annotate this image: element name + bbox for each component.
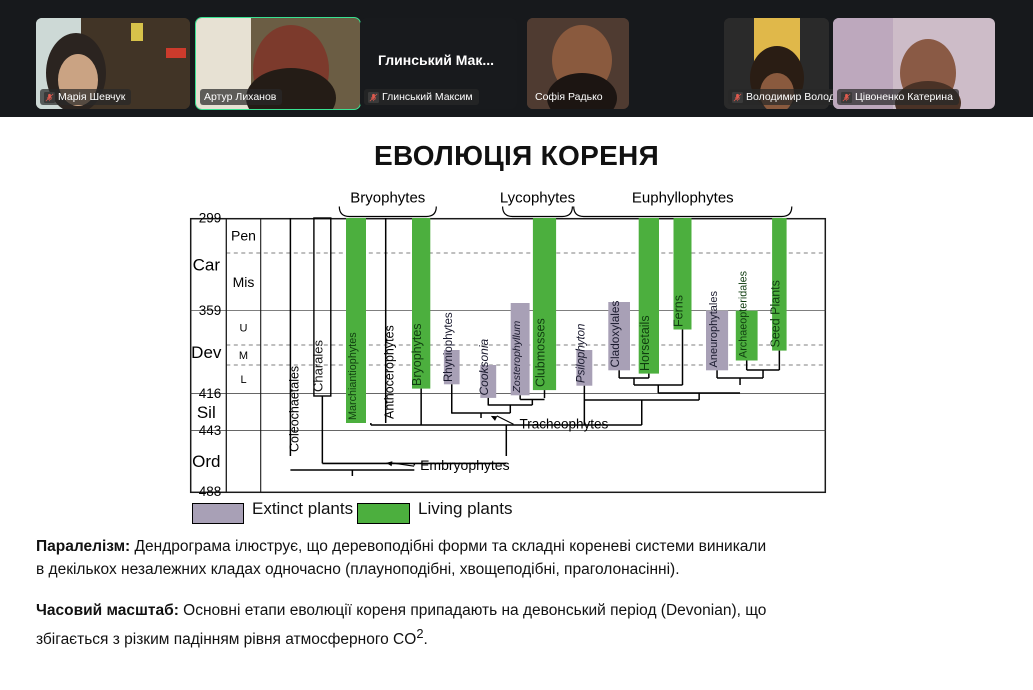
svg-text:Charales: Charales: [310, 339, 325, 392]
svg-text:Aneurophytales: Aneurophytales: [708, 291, 720, 368]
svg-text:Horsetails: Horsetails: [638, 315, 652, 371]
svg-text:Sil: Sil: [197, 403, 216, 422]
svg-text:488: 488: [199, 484, 222, 499]
svg-text:L: L: [240, 374, 246, 386]
svg-text:359: 359: [199, 303, 222, 318]
svg-text:M: M: [239, 350, 248, 362]
svg-text:Cladoxylales: Cladoxylales: [608, 301, 622, 368]
svg-text:Cooksonia: Cooksonia: [477, 338, 491, 395]
svg-text:Archaeopteridales: Archaeopteridales: [738, 270, 750, 358]
svg-text:Car: Car: [193, 255, 221, 274]
svg-text:Euphyllophytes: Euphyllophytes: [632, 190, 734, 207]
svg-text:Seed Plants: Seed Plants: [768, 280, 782, 347]
svg-text:Lycophytes: Lycophytes: [500, 190, 575, 207]
svg-text:Ord: Ord: [192, 452, 220, 471]
svg-text:Tracheophytes: Tracheophytes: [520, 416, 609, 431]
svg-text:Ferns: Ferns: [672, 295, 686, 327]
svg-text:Anthocerophytes: Anthocerophytes: [383, 325, 397, 419]
svg-text:Embryophytes: Embryophytes: [420, 457, 509, 473]
svg-text:Mis: Mis: [233, 274, 255, 290]
svg-text:U: U: [240, 323, 248, 335]
svg-text:Psilophyton: Psilophyton: [575, 324, 587, 383]
svg-text:Coleochaetales: Coleochaetales: [287, 366, 301, 452]
svg-text:Pen: Pen: [231, 227, 256, 243]
svg-text:299: 299: [199, 211, 222, 226]
svg-text:416: 416: [199, 386, 222, 401]
svg-text:443: 443: [199, 423, 222, 438]
svg-text:Zosterophyllum: Zosterophyllum: [511, 320, 523, 393]
svg-text:Bryophytes: Bryophytes: [410, 323, 424, 386]
svg-text:Bryophytes: Bryophytes: [350, 190, 425, 207]
svg-text:Marchiantiophytes: Marchiantiophytes: [347, 332, 359, 420]
svg-text:Rhyniophytes: Rhyniophytes: [443, 312, 455, 382]
svg-text:Clubmosses: Clubmosses: [534, 318, 548, 387]
svg-text:Dev: Dev: [191, 343, 222, 362]
